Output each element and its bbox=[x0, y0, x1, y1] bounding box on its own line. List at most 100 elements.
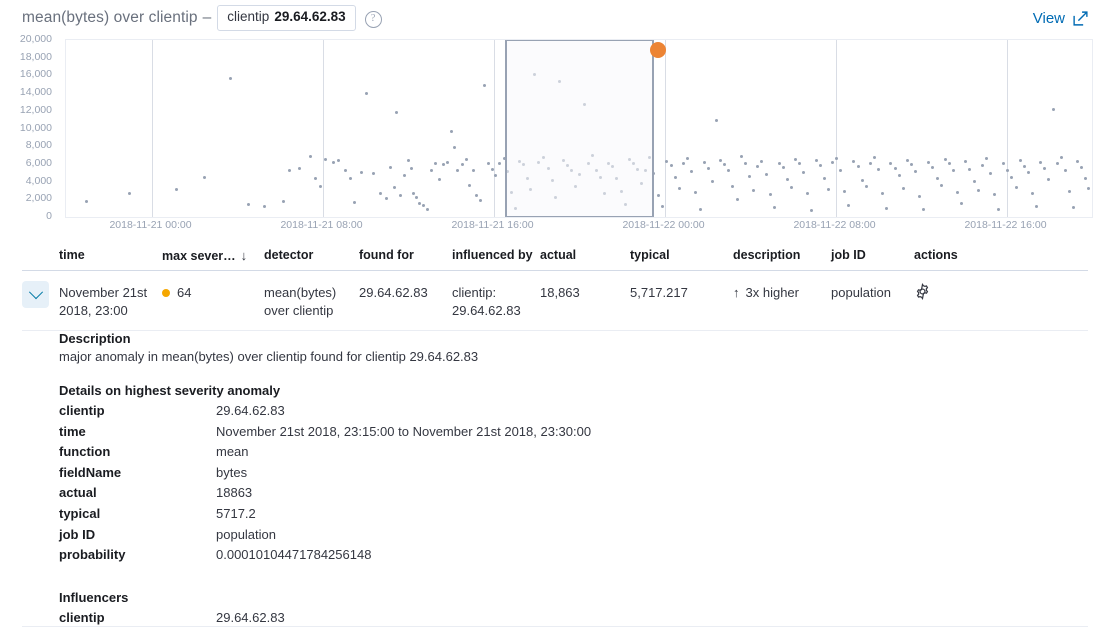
data-point[interactable] bbox=[410, 166, 414, 170]
data-point[interactable] bbox=[822, 176, 826, 180]
col-actual[interactable]: actual bbox=[540, 248, 577, 262]
data-point[interactable] bbox=[864, 185, 868, 189]
data-point[interactable] bbox=[1018, 158, 1022, 162]
col-influenced-by[interactable]: influenced by bbox=[452, 248, 533, 262]
data-point[interactable] bbox=[909, 163, 913, 167]
data-point[interactable] bbox=[943, 157, 947, 161]
data-point[interactable] bbox=[394, 111, 398, 115]
data-point[interactable] bbox=[247, 203, 251, 207]
data-point[interactable] bbox=[756, 165, 760, 169]
data-point[interactable] bbox=[433, 161, 437, 165]
data-point[interactable] bbox=[860, 179, 864, 183]
data-point[interactable] bbox=[997, 207, 1001, 211]
data-point[interactable] bbox=[868, 161, 872, 165]
data-point[interactable] bbox=[1002, 161, 1006, 165]
data-point[interactable] bbox=[1026, 171, 1030, 175]
data-point[interactable] bbox=[228, 76, 232, 80]
data-point[interactable] bbox=[1006, 169, 1010, 173]
data-point[interactable] bbox=[352, 201, 356, 205]
data-point[interactable] bbox=[669, 164, 673, 168]
data-point[interactable] bbox=[847, 203, 851, 207]
data-point[interactable] bbox=[735, 197, 739, 201]
data-point[interactable] bbox=[852, 159, 856, 163]
col-max-severity[interactable]: max sever… ↓ bbox=[162, 248, 264, 263]
data-point[interactable] bbox=[421, 203, 425, 207]
expand-row-button[interactable] bbox=[22, 281, 49, 308]
data-point[interactable] bbox=[798, 162, 802, 166]
data-point[interactable] bbox=[976, 188, 980, 192]
data-point[interactable] bbox=[678, 187, 682, 191]
data-point[interactable] bbox=[313, 177, 317, 181]
data-point[interactable] bbox=[673, 175, 677, 179]
data-point[interactable] bbox=[337, 158, 341, 162]
data-point[interactable] bbox=[727, 168, 731, 172]
data-point[interactable] bbox=[706, 166, 710, 170]
data-point[interactable] bbox=[262, 205, 266, 209]
data-point[interactable] bbox=[984, 157, 988, 161]
data-point[interactable] bbox=[502, 157, 506, 161]
data-point[interactable] bbox=[723, 163, 727, 167]
data-point[interactable] bbox=[1051, 107, 1055, 111]
data-point[interactable] bbox=[491, 167, 495, 171]
data-point[interactable] bbox=[993, 193, 997, 197]
data-point[interactable] bbox=[479, 198, 482, 202]
data-point[interactable] bbox=[348, 177, 352, 181]
data-point[interactable] bbox=[947, 161, 951, 165]
data-point[interactable] bbox=[456, 168, 460, 172]
data-point[interactable] bbox=[1059, 156, 1063, 160]
data-point[interactable] bbox=[318, 185, 322, 189]
data-point[interactable] bbox=[777, 161, 781, 165]
data-point[interactable] bbox=[843, 189, 847, 193]
data-point[interactable] bbox=[407, 158, 411, 162]
data-point[interactable] bbox=[1072, 205, 1076, 209]
data-point[interactable] bbox=[460, 163, 464, 167]
data-point[interactable] bbox=[951, 168, 955, 172]
data-point[interactable] bbox=[418, 202, 422, 206]
col-typical[interactable]: typical bbox=[630, 248, 670, 262]
data-point[interactable] bbox=[751, 188, 755, 192]
data-point[interactable] bbox=[810, 209, 814, 213]
data-point[interactable] bbox=[365, 92, 369, 96]
data-point[interactable] bbox=[914, 170, 918, 174]
data-point[interactable] bbox=[437, 178, 441, 182]
data-point[interactable] bbox=[425, 208, 429, 212]
data-point[interactable] bbox=[379, 192, 383, 196]
data-point[interactable] bbox=[839, 169, 843, 173]
data-point[interactable] bbox=[702, 160, 706, 164]
data-point[interactable] bbox=[964, 159, 968, 163]
data-point[interactable] bbox=[826, 188, 830, 192]
data-point[interactable] bbox=[282, 200, 285, 204]
data-point[interactable] bbox=[652, 172, 656, 176]
data-point[interactable] bbox=[694, 190, 698, 194]
data-point[interactable] bbox=[881, 192, 885, 196]
data-point[interactable] bbox=[830, 160, 834, 164]
data-point[interactable] bbox=[660, 204, 664, 208]
data-point[interactable] bbox=[288, 169, 292, 173]
data-point[interactable] bbox=[897, 173, 901, 177]
data-point[interactable] bbox=[781, 165, 785, 169]
data-point[interactable] bbox=[714, 119, 718, 123]
data-point[interactable] bbox=[664, 159, 668, 163]
col-found-for[interactable]: found for bbox=[359, 248, 414, 262]
data-point[interactable] bbox=[905, 158, 909, 162]
data-point[interactable] bbox=[814, 158, 818, 162]
data-point[interactable] bbox=[1035, 204, 1039, 208]
data-point[interactable] bbox=[1063, 168, 1067, 172]
data-point[interactable] bbox=[494, 173, 498, 177]
data-point[interactable] bbox=[806, 191, 810, 195]
data-point[interactable] bbox=[960, 202, 964, 206]
entity-filter-badge[interactable]: clientip 29.64.62.83 bbox=[217, 5, 356, 31]
data-point[interactable] bbox=[128, 191, 132, 195]
data-point[interactable] bbox=[656, 194, 660, 198]
data-point[interactable] bbox=[324, 157, 328, 161]
data-point[interactable] bbox=[464, 157, 468, 161]
anomaly-marker[interactable] bbox=[650, 42, 666, 59]
data-point[interactable] bbox=[415, 196, 419, 200]
data-point[interactable] bbox=[1067, 189, 1071, 193]
data-point[interactable] bbox=[467, 183, 471, 187]
time-range-brush[interactable] bbox=[505, 40, 654, 217]
data-point[interactable] bbox=[498, 162, 502, 166]
data-point[interactable] bbox=[765, 173, 769, 177]
data-point[interactable] bbox=[332, 160, 336, 164]
data-point[interactable] bbox=[429, 169, 433, 173]
